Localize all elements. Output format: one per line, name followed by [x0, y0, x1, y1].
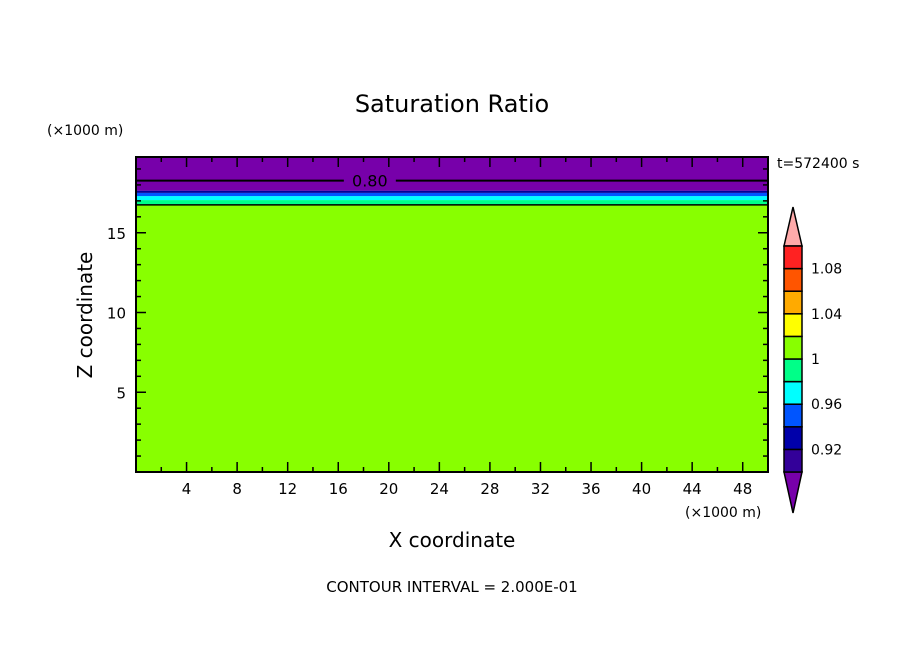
colorbar-label: 0.92: [811, 442, 842, 458]
x-tick-label: 12: [278, 480, 297, 498]
colorbar-label: 1: [811, 352, 820, 368]
contour-band: [136, 204, 768, 473]
x-tick-label: 8: [232, 480, 242, 498]
colorbar-swatch: [783, 426, 803, 451]
y-tick-label: 15: [107, 225, 126, 243]
colorbar-over-triangle: [783, 206, 803, 247]
colorbar-swatch: [783, 313, 803, 338]
chart-title: Saturation Ratio: [355, 90, 549, 118]
colorbar-under-triangle: [783, 471, 803, 514]
y-axis-label: Z coordinate: [73, 252, 97, 379]
x-tick-label: 4: [182, 480, 192, 498]
contour-band: [136, 200, 768, 205]
x-tick-label: 32: [531, 480, 550, 498]
y-unit-label: (×1000 m): [47, 123, 123, 139]
colorbar-swatch: [783, 290, 803, 315]
contour-band: [136, 190, 768, 193]
x-tick-label: 48: [733, 480, 752, 498]
colorbar-label: 1.04: [811, 307, 842, 323]
x-tick-label: 36: [581, 480, 600, 498]
x-unit-label: (×1000 m): [685, 505, 761, 521]
x-axis-label: X coordinate: [389, 528, 516, 552]
y-tick-label: 5: [116, 384, 126, 402]
x-tick-label: 40: [632, 480, 651, 498]
colorbar-swatch: [783, 380, 803, 405]
colorbar-swatch: [783, 403, 803, 428]
colorbar-swatch: [783, 245, 803, 270]
contour-band: [136, 192, 768, 197]
plot-frame: [135, 156, 769, 473]
colorbar-label: 1.08: [811, 262, 842, 278]
x-tick-label: 44: [683, 480, 702, 498]
x-tick-label: 28: [480, 480, 499, 498]
colorbar-swatch: [783, 448, 803, 473]
x-tick-label: 20: [379, 480, 398, 498]
y-tick-label: 10: [107, 305, 126, 323]
contour-interval-footer: CONTOUR INTERVAL = 2.000E-01: [326, 578, 577, 596]
colorbar-swatch: [783, 267, 803, 292]
colorbar-swatch: [783, 335, 803, 360]
contour-label: 0.80: [352, 172, 388, 191]
contour-band: [136, 157, 768, 191]
x-tick-label: 24: [430, 480, 449, 498]
colorbar-label: 0.96: [811, 397, 842, 413]
colorbar-swatch: [783, 358, 803, 383]
x-tick-label: 16: [329, 480, 348, 498]
contour-band: [136, 196, 768, 201]
time-label: t=572400 s: [777, 156, 859, 172]
